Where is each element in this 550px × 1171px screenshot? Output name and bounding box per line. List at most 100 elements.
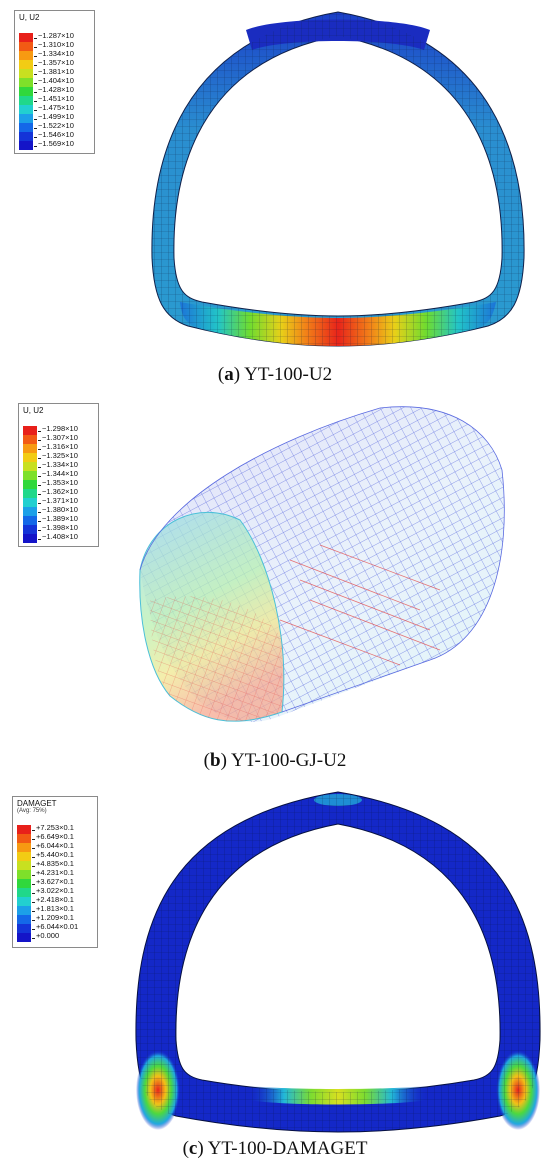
legend-tick [32,884,35,885]
legend-label: +6.649×0.1 [36,832,74,841]
legend-tick [38,476,41,477]
legend-label: +6.044×0.01 [36,922,79,931]
legend-tick [34,128,37,129]
mesh-overlay [135,792,541,1132]
panel-a: U, U2 −1.287×10 −1.310×10 −1.334×10 −1.357×… [0,0,550,400]
legend-swatch [17,843,31,852]
legend-label: −1.522×10 [38,121,74,130]
legend-label: +5.440×0.1 [36,850,74,859]
legend-tick [32,938,35,939]
legend-swatch [19,105,33,114]
legend-label: +4.835×0.1 [36,859,74,868]
caption-c: (c) YT-100-DAMAGET [182,1138,368,1159]
caption-a: (a) YT-100-U2 [217,364,333,385]
legend-a: U, U2 −1.287×10 −1.310×10 −1.334×10 −1.357×… [14,10,95,154]
legend-swatch [17,879,31,888]
legend-swatch [23,516,37,525]
steel-cage-wireframe-b [139,406,505,722]
legend-swatch [17,834,31,843]
legend-label: −1.334×10 [38,49,74,58]
legend-swatch [17,888,31,897]
legend-tick [34,56,37,57]
legend-swatch [17,915,31,924]
legend-swatch [23,525,37,534]
legend-swatch [19,42,33,51]
panel-b: U, U2 −1.298×10 −1.307×10 −1.316×10 −1.325×… [18,403,505,771]
legend-label: −1.298×10 [42,424,78,433]
legend-label: +3.627×0.1 [36,877,74,886]
legend-tick [34,119,37,120]
legend-tick [32,929,35,930]
legend-swatch [19,141,33,150]
hot-zone [279,544,441,666]
legend-tick [38,431,41,432]
legend-swatch [19,78,33,87]
legend-tick [38,530,41,531]
legend-title: DAMAGET [17,799,57,808]
legend-tick [32,920,35,921]
legend-label: −1.353×10 [42,478,78,487]
legend-title: U, U2 [19,13,40,22]
legend-swatch [17,825,31,834]
legend-label: +0.000 [36,931,60,940]
mesh-overlay [151,12,525,346]
caption-letter: b [209,750,221,771]
legend-swatch [17,852,31,861]
caption-text: YT-100-DAMAGET [207,1138,368,1159]
legend-tick [32,830,35,831]
legend-tick [32,857,35,858]
legend-swatch [19,33,33,42]
cage-outline [139,406,505,713]
legend-swatch [17,906,31,915]
legend-subtitle: (Avg: 75%) [17,808,47,814]
legend-label: −1.380×10 [42,505,78,514]
legend-label: −1.381×10 [38,67,74,76]
legend-label: −1.310×10 [38,40,74,49]
legend-tick [34,110,37,111]
legend-b: U, U2 −1.298×10 −1.307×10 −1.316×10 −1.325×… [18,403,99,547]
caption-letter: c [188,1138,198,1159]
legend-label: −1.569×10 [38,139,74,148]
legend-swatch [19,60,33,69]
legend-tick [32,848,35,849]
legend-swatch [17,897,31,906]
legend-tick [32,866,35,867]
legend-tick [32,839,35,840]
legend-swatch [23,471,37,480]
legend-tick [38,440,41,441]
legend-swatch [19,87,33,96]
legend-title: U, U2 [23,406,44,415]
legend-tick [32,875,35,876]
legend-label: −1.546×10 [38,130,74,139]
legend-label: −1.325×10 [42,451,78,460]
legend-c: DAMAGET (Avg: 75%) +7.253×0.1 +6.649×0.1 +… [12,796,98,948]
legend-swatch [17,924,31,933]
legend-label: +1.813×0.1 [36,904,74,913]
caption-text: YT-100-GJ-U2 [230,750,347,771]
legend-label: −1.287×10 [38,31,74,40]
legend-label: −1.389×10 [42,514,78,523]
legend-swatch [19,132,33,141]
legend-label: −1.371×10 [42,496,78,505]
legend-label: −1.344×10 [42,469,78,478]
legend-tick [38,467,41,468]
tunnel-lining-contour-a [151,11,525,347]
legend-tick [38,521,41,522]
legend-tick [34,137,37,138]
legend-tick [32,911,35,912]
legend-tick [34,146,37,147]
legend-tick [38,458,41,459]
legend-swatch [19,51,33,60]
caption-letter: a [224,364,234,385]
legend-swatch [23,462,37,471]
legend-tick [34,47,37,48]
legend-label: −1.499×10 [38,112,74,121]
legend-swatch [17,870,31,879]
legend-label: −1.451×10 [38,94,74,103]
legend-tick [38,485,41,486]
legend-label: +6.044×0.1 [36,841,74,850]
legend-swatch [23,435,37,444]
legend-label: +1.209×0.1 [36,913,74,922]
legend-swatch [17,861,31,870]
